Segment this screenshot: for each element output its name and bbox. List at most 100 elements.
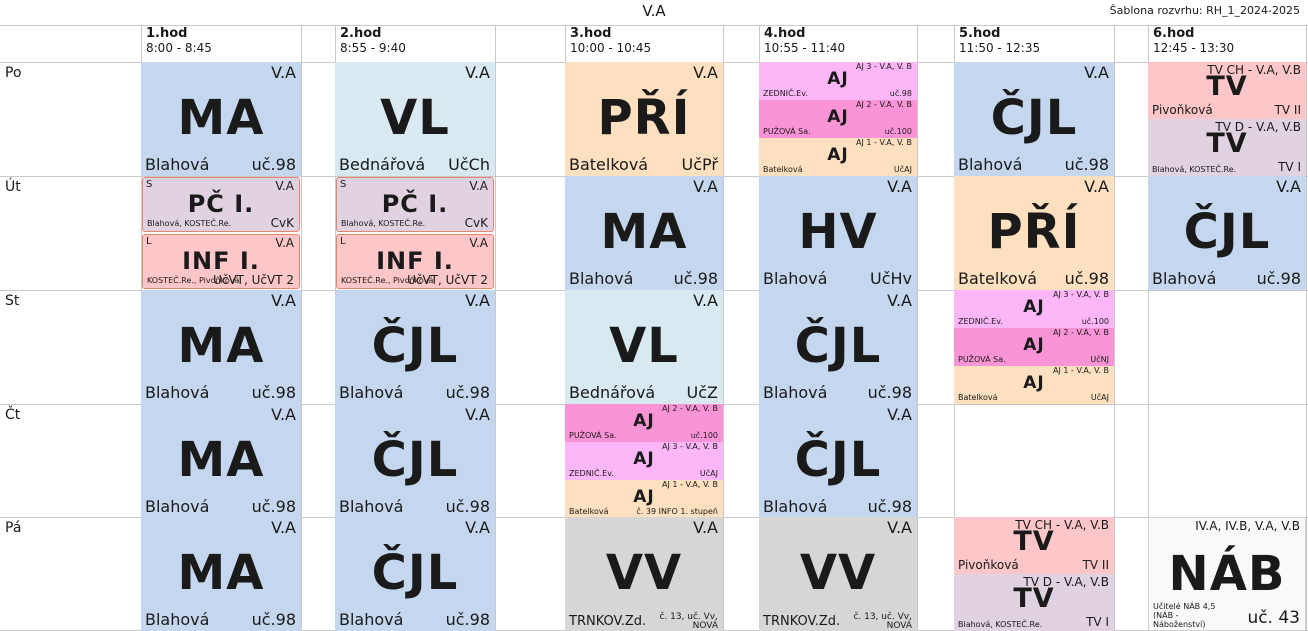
teacher-label: TRNKOV.Zd. (569, 614, 647, 629)
class-label: TV D - V.A, V.B (1023, 575, 1109, 589)
subject-label: NÁB (1168, 546, 1286, 602)
teacher-label: PUŽOVÁ Sa. (569, 431, 617, 440)
group-label: S (340, 179, 347, 190)
room-label: uč.98 (251, 155, 296, 174)
class-label: TV CH - V.A, V.B (1015, 518, 1109, 532)
lesson-cell-ct4[interactable]: V.A ČJL Blahová uč.98 (759, 404, 917, 518)
lesson-cell-ct1[interactable]: V.A MA Blahová uč.98 (141, 404, 301, 518)
subject-label: ČJL (371, 432, 459, 488)
lesson-cell-pa5b[interactable]: TV D - V.A, V.B TV Blahová, KOSTEČ.Re. TV I (954, 574, 1114, 631)
lesson-cell-st5b[interactable]: AJ 2 - V.A, V. B AJ PUŽOVÁ Sa. UčNJ (954, 328, 1114, 366)
class-label: V.A (275, 236, 294, 250)
room-line: č. 13, uč. Vv, (853, 612, 912, 622)
lesson-cell-ut5[interactable]: V.A PŘÍ Batelková uč.98 (954, 176, 1114, 290)
lesson-cell-pa1[interactable]: V.A MA Blahová uč.98 (141, 517, 301, 631)
class-label: V.A (275, 179, 294, 193)
room-label: uč.98 (1064, 155, 1109, 174)
room-label: č. 39 INFO 1. stupeň (636, 507, 718, 516)
room-label: uč.98 (1064, 269, 1109, 288)
subject-label: VV (799, 545, 877, 601)
lesson-cell-ut6[interactable]: V.A ČJL Blahová uč.98 (1148, 176, 1306, 290)
grid-col-line (301, 25, 302, 631)
period-time: 10:55 - 11:40 (764, 41, 846, 55)
lesson-cell-pa3[interactable]: V.A VV TRNKOV.Zd. č. 13, uč. Vv, NOVÁ (565, 517, 723, 631)
lesson-cell-pa4[interactable]: V.A VV TRNKOV.Zd. č. 13, uč. Vv, NOVÁ (759, 517, 917, 631)
lesson-cell-st2[interactable]: V.A ČJL Blahová uč.98 (335, 290, 495, 404)
lesson-cell-ct3b[interactable]: AJ 3 - V.A, V. B AJ ZEDNIČ.Ev. UčAJ (565, 442, 723, 480)
teacher-label: Blahová (1152, 269, 1217, 288)
class-label: AJ 1 - V.A, V. B (1053, 366, 1109, 375)
lesson-cell-pa6[interactable]: IV.A, IV.B, V.A, V.B NÁB Učitelé NÁB 4,5 (… (1148, 517, 1306, 631)
lesson-cell-ct3a[interactable]: AJ 2 - V.A, V. B AJ PUŽOVÁ Sa. uč.100 (565, 404, 723, 442)
subject-label: TV (1013, 526, 1055, 557)
class-label: TV D - V.A, V.B (1215, 120, 1301, 134)
lesson-cell-st1[interactable]: V.A MA Blahová uč.98 (141, 290, 301, 404)
subject-label: MA (177, 90, 265, 146)
lesson-cell-po6a[interactable]: TV CH - V.A, V.B TV Pivoňková TV II (1148, 62, 1306, 119)
lesson-cell-st5c[interactable]: AJ 1 - V.A, V. B AJ Batelková UčAJ (954, 366, 1114, 404)
lesson-cell-ct3c[interactable]: AJ 1 - V.A, V. B AJ Batelková č. 39 INFO 1.… (565, 480, 723, 518)
teacher-label: Blahová, KOSTEČ.Re. (341, 219, 426, 228)
teacher-label: PUŽOVÁ Sa. (763, 127, 811, 136)
lesson-cell-ut1b[interactable]: L V.A INF I. KOSTEČ.Re., Pivoňková UčVT, UčV… (142, 234, 300, 289)
lesson-cell-pa5a[interactable]: TV CH - V.A, V.B TV Pivoňková TV II (954, 517, 1114, 574)
room-label: uč.98 (1256, 269, 1301, 288)
lesson-cell-po4c[interactable]: AJ 1 - V.A, V. B AJ Batelková UčAJ (759, 138, 917, 176)
lesson-cell-po6b[interactable]: TV D - V.A, V.B TV Blahová, KOSTEČ.Re. TV I (1148, 119, 1306, 176)
period-time: 12:45 - 13:30 (1153, 41, 1235, 55)
lesson-cell-po4b[interactable]: AJ 2 - V.A, V. B AJ PUŽOVÁ Sa. uč.100 (759, 100, 917, 138)
class-label: AJ 3 - V.A, V. B (856, 62, 912, 71)
room-line: NOVÁ (692, 621, 718, 631)
lesson-cell-ut1a[interactable]: S V.A PČ I. Blahová, KOSTEČ.Re. CvK (142, 177, 300, 232)
lesson-cell-ct2[interactable]: V.A ČJL Blahová uč.98 (335, 404, 495, 518)
class-label: IV.A, IV.B, V.A, V.B (1195, 519, 1300, 533)
subject-label: TV (1013, 583, 1055, 614)
teacher-label: Batelková (958, 393, 998, 402)
timetable-title: V.A (642, 2, 666, 20)
room-label: uč.100 (690, 431, 718, 440)
class-label: V.A (271, 518, 296, 537)
class-label: AJ 2 - V.A, V. B (856, 100, 912, 109)
room-label: CvK (464, 216, 488, 230)
lesson-cell-st5a[interactable]: AJ 3 - V.A, V. B AJ ZEDNIČ.Ev. uč.100 (954, 290, 1114, 328)
lesson-cell-po3[interactable]: V.A PŘÍ Batelková UčPř (565, 62, 723, 176)
lesson-cell-po4a[interactable]: AJ 3 - V.A, V. B AJ ZEDNIČ.Ev. uč.98 (759, 62, 917, 100)
lesson-cell-po5[interactable]: V.A ČJL Blahová uč.98 (954, 62, 1114, 176)
room-label: uč.98 (673, 269, 718, 288)
period-name: 6.hod (1153, 26, 1195, 41)
teacher-label: Blahová, KOSTEČ.Re. (958, 620, 1043, 629)
lesson-cell-ut4[interactable]: V.A HV Blahová UčHv (759, 176, 917, 290)
class-label: V.A (465, 405, 490, 424)
template-label: Šablona rozvrhu: RH_1_2024-2025 (1109, 4, 1300, 17)
room-label: CvK (270, 216, 294, 230)
lesson-cell-po2[interactable]: V.A VL Bednářová UčCh (335, 62, 495, 176)
period-header: 1.hod 8:00 - 8:45 (146, 26, 212, 62)
teacher-label: Blahová (569, 269, 634, 288)
lesson-cell-ut2a[interactable]: S V.A PČ I. Blahová, KOSTEČ.Re. CvK (336, 177, 494, 232)
lesson-cell-ut3[interactable]: V.A MA Blahová uč.98 (565, 176, 723, 290)
room-label: UčAJ (893, 165, 912, 174)
lesson-cell-st4[interactable]: V.A ČJL Blahová uč.98 (759, 290, 917, 404)
grid-col-line (495, 25, 496, 631)
room-line: č. 13, uč. Vv, (659, 612, 718, 622)
teacher-label: Blahová (145, 383, 210, 402)
room-label: UčVT, UčVT 2 (407, 273, 488, 287)
teacher-label: Učitelé NÁB 4,5 (NÁB - Náboženství) (1153, 602, 1216, 629)
period-header: 6.hod 12:45 - 13:30 (1153, 26, 1234, 62)
teacher-label: ZEDNIČ.Ev. (958, 317, 1003, 326)
subject-label: TV (1206, 71, 1248, 102)
lesson-cell-ut2b[interactable]: L V.A INF I. KOSTEČ.Re., Pivoňková UčVT, UčV… (336, 234, 494, 289)
lesson-cell-pa2[interactable]: V.A ČJL Blahová uč.98 (335, 517, 495, 631)
subject-label: VL (609, 318, 679, 374)
room-label: uč.98 (445, 497, 490, 516)
lesson-cell-po1[interactable]: V.A MA Blahová uč.98 (141, 62, 301, 176)
day-label: Čt (5, 407, 21, 423)
room-label: UčCh (448, 155, 490, 174)
room-label: uč.98 (889, 89, 912, 98)
lesson-cell-st3[interactable]: V.A VL Bednářová UčZ (565, 290, 723, 404)
subject-label: PČ I. (187, 190, 255, 218)
grid-col-line (917, 25, 918, 631)
subject-label: ČJL (990, 90, 1078, 146)
class-label: V.A (465, 291, 490, 310)
subject-label: AJ (827, 145, 849, 165)
